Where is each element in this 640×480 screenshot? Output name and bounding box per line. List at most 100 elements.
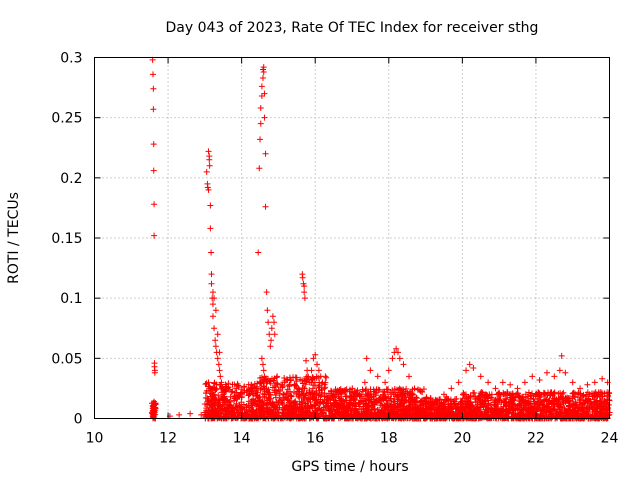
data-point [363,386,370,393]
data-point [243,388,250,395]
data-point [281,375,288,382]
data-point [267,400,274,407]
data-point [211,414,218,421]
data-point [506,405,513,412]
x-tick-label: 18 [380,431,398,447]
data-point [387,395,394,402]
data-point [202,381,209,388]
data-point [264,408,271,415]
data-point [583,404,590,411]
y-tick-label: 0.3 [60,51,82,67]
data-point [266,331,273,338]
data-point [396,414,403,421]
data-point [301,289,308,296]
data-point [263,289,270,296]
data-point [465,404,472,411]
data-point [151,232,158,239]
data-point [312,390,319,397]
data-point [390,399,397,406]
data-point [455,379,462,386]
data-point [259,361,266,368]
data-point [471,409,478,416]
data-point [331,401,338,408]
data-point [260,68,267,75]
data-point [205,148,212,155]
data-point [260,378,267,385]
data-point [257,136,264,143]
data-point [212,337,219,344]
data-point [329,410,336,417]
data-point [584,389,591,396]
data-point [312,351,319,358]
data-point [258,83,265,90]
data-point [208,271,215,278]
data-point [547,389,554,396]
data-point [507,381,514,388]
data-point [303,373,310,380]
data-point [536,397,543,404]
data-point [564,394,571,401]
data-point [593,404,600,411]
data-point [288,393,295,400]
data-point [396,389,403,396]
data-point [309,376,316,383]
data-point [436,396,443,403]
data-point [220,401,227,408]
data-point [204,409,211,416]
data-point [149,71,156,78]
data-point [211,384,218,391]
data-point [261,386,268,393]
data-point [473,414,480,421]
data-point [555,403,562,410]
data-point [546,398,553,405]
data-point [367,367,374,374]
data-point [463,367,470,374]
data-point [363,401,370,408]
data-point [360,410,367,417]
data-point [357,393,364,400]
x-tick-label: 16 [306,431,324,447]
data-point [492,401,499,408]
data-point [557,394,564,401]
data-point [502,395,509,402]
data-point [539,406,546,413]
data-point [211,295,218,302]
data-point [556,367,563,374]
data-point [257,105,264,112]
data-point [485,414,492,421]
data-point [268,337,275,344]
data-point [257,120,264,127]
data-point [321,381,328,388]
data-point [550,390,557,397]
data-point [575,391,582,398]
data-point [209,301,216,308]
data-point [321,393,328,400]
data-point [477,373,484,380]
y-axis-label: ROTI / TECUs [6,192,22,284]
data-point [476,409,483,416]
data-point [296,394,303,401]
data-point [458,401,465,408]
data-point [479,414,486,421]
data-point [268,325,275,332]
data-point [259,399,266,406]
data-point [251,411,258,418]
data-point [321,397,328,404]
data-point [599,393,606,400]
data-point [381,401,388,408]
data-points [148,56,613,422]
data-point [419,389,426,396]
data-point [271,319,278,326]
data-point [301,377,308,384]
data-point [150,167,157,174]
data-point [299,274,306,281]
data-point [479,393,486,400]
data-point [211,409,218,416]
data-point [537,393,544,400]
data-point [250,390,257,397]
data-point [569,379,576,386]
data-point [544,391,551,398]
data-point [152,411,159,418]
data-point [456,405,463,412]
data-point [269,409,276,416]
